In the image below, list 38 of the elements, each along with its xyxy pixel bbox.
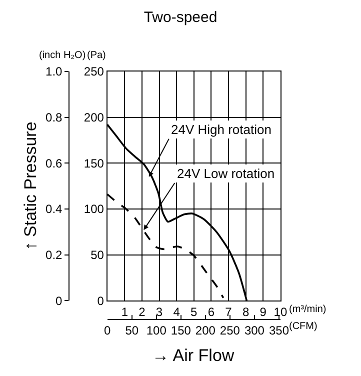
x-tick-label: 3 (156, 304, 163, 319)
y2-axis-title: (inch H₂O) (39, 50, 86, 61)
x-tick-label: 1 (121, 304, 128, 319)
x2-tick-label: 100 (146, 323, 167, 338)
x-tick-label: 2 (138, 304, 146, 319)
x2-tick-label: 200 (195, 323, 216, 338)
y2-tick-label: 0.2 (46, 248, 63, 262)
x-axis-title: (m³/min) (289, 304, 326, 315)
y2-tick-label: 0.6 (46, 156, 63, 170)
x-tick-label: 9 (260, 304, 267, 319)
text: → Air Flow (152, 346, 235, 365)
x-tick-label: 7 (225, 304, 232, 319)
text: ↑ Static Pressure (21, 122, 40, 250)
x2-axis-title: (CFM) (289, 321, 318, 332)
y2-tick-label: 0 (56, 294, 63, 308)
annotation: 24V Low rotation (177, 166, 275, 181)
y-tick-label: 150 (84, 156, 104, 170)
annotation: 24V High rotation (171, 122, 272, 137)
x2-tick-label: 50 (125, 323, 139, 338)
y-tick-label: 250 (84, 64, 104, 79)
y-axis-title: (Pa) (87, 50, 106, 61)
x-tick-label: 5 (190, 304, 198, 319)
x-tick-label: 6 (208, 304, 215, 319)
x2-tick-label: 350 (268, 323, 290, 338)
y-tick-label: 50 (90, 248, 104, 262)
y-tick-label: 200 (84, 110, 104, 124)
y2-tick-label: 0.4 (46, 202, 63, 216)
x-tick-label: 8 (242, 304, 250, 319)
x2-tick-label: 300 (244, 323, 265, 338)
x-tick-label: 10 (274, 304, 288, 319)
chart-title: Two-speed (144, 9, 218, 26)
y2-tick-label: 0.8 (46, 110, 63, 124)
y-tick-label: 100 (84, 202, 104, 216)
x2-tick-label: 150 (170, 323, 192, 338)
x-tick-label: 4 (173, 304, 180, 319)
y2-tick-label: 1.0 (46, 64, 63, 79)
x2-tick-label: 250 (220, 323, 240, 338)
y-tick-label: 0 (97, 294, 104, 308)
